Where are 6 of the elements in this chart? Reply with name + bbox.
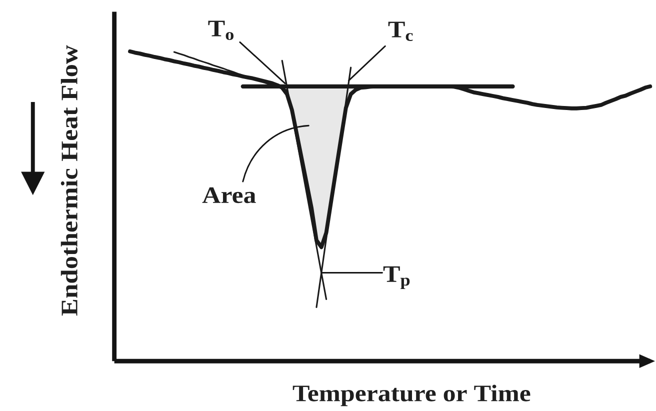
x-axis-title: Temperature or Time <box>292 384 530 406</box>
annotation: T$_{p}$ <box>383 266 410 289</box>
text: T$_{c}$ <box>388 22 413 41</box>
y-axis-title: Endothermic Heat Flow <box>60 45 78 316</box>
text: T$_{o}$ <box>208 20 234 40</box>
annotation: Area <box>202 187 256 204</box>
